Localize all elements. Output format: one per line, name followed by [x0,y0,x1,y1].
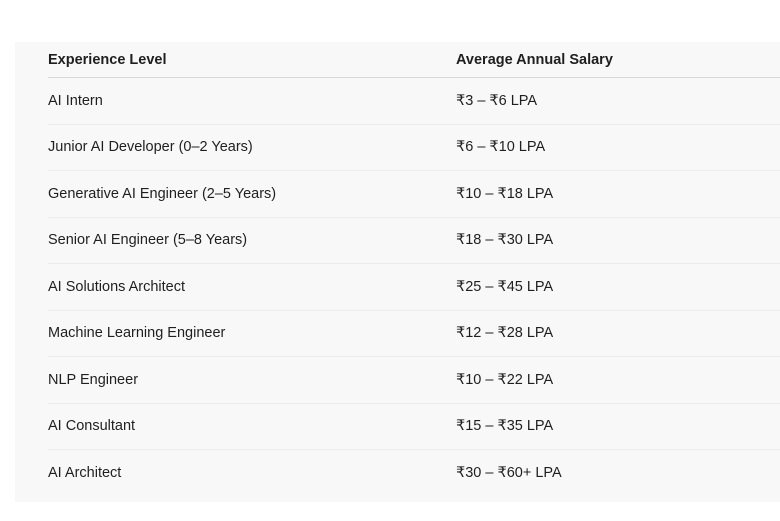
header-average-annual-salary: Average Annual Salary [456,42,780,78]
experience-level-cell: Senior AI Engineer (5–8 Years) [48,217,456,264]
experience-level-cell: AI Intern [48,77,456,125]
experience-level-cell: AI Architect [48,464,122,481]
experience-level-cell: Machine Learning Engineer [48,310,456,357]
table-row: Junior AI Developer (0–2 Years) ₹6 – ₹10… [48,124,780,171]
salary-cell: ₹10 – ₹22 LPA [456,356,780,404]
table-row: Generative AI Engineer (2–5 Years) ₹10 –… [48,170,780,218]
salary-cell: ₹18 – ₹30 LPA [456,217,780,264]
salary-cell: ₹25 – ₹45 LPA [456,263,780,311]
table-row: NLP Engineer ₹10 – ₹22 LPA [48,356,780,404]
salary-cell: ₹10 – ₹18 LPA [456,170,780,218]
salary-cell: ₹6 – ₹10 LPA [456,124,780,171]
table-row: AI Intern ₹3 – ₹6 LPA [48,77,780,125]
salary-cell: ₹30 – ₹60+ LPA [456,464,562,481]
salary-table-panel: Experience Level Average Annual Salary A… [15,42,780,502]
experience-level-cell: NLP Engineer [48,356,456,404]
salary-table: Experience Level Average Annual Salary A… [48,42,780,496]
header-experience-level: Experience Level [48,42,456,78]
salary-cell: ₹12 – ₹28 LPA [456,310,780,357]
table-row: AI Consultant ₹15 – ₹35 LPA [48,403,780,450]
salary-cell: ₹3 – ₹6 LPA [456,77,780,125]
experience-level-cell: AI Solutions Architect [48,263,456,311]
table-row: Machine Learning Engineer ₹12 – ₹28 LPA [48,310,780,357]
table-row: AI Solutions Architect ₹25 – ₹45 LPA [48,263,780,311]
salary-cell: ₹15 – ₹35 LPA [456,403,780,450]
table-row: AI Architect ₹30 – ₹60+ LPA [48,450,780,496]
experience-level-cell: AI Consultant [48,403,456,450]
table-row: Senior AI Engineer (5–8 Years) ₹18 – ₹30… [48,217,780,264]
table-header-row: Experience Level Average Annual Salary [48,42,780,78]
experience-level-cell: Generative AI Engineer (2–5 Years) [48,170,456,218]
experience-level-cell: Junior AI Developer (0–2 Years) [48,124,456,171]
